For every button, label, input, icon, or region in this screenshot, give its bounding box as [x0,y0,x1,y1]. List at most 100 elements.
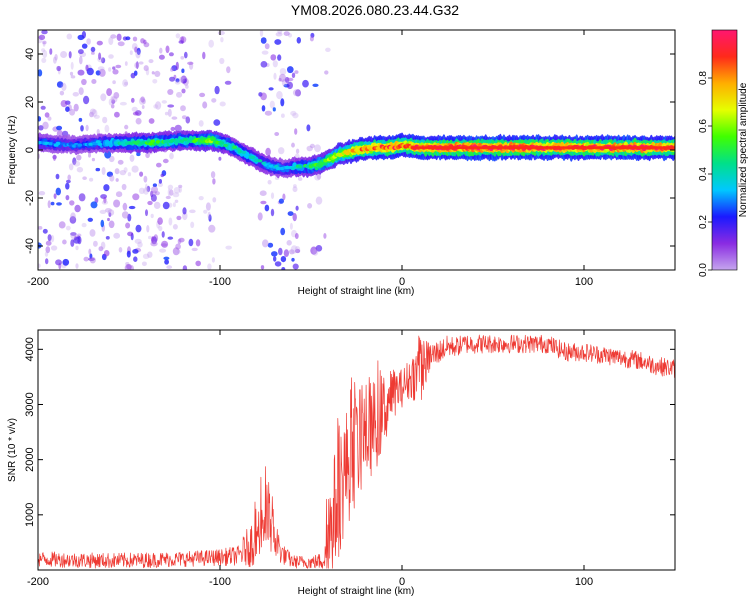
noise-speck [56,125,63,131]
noise-speck [162,158,169,164]
noise-speck [290,245,298,254]
noise-speck [136,47,141,56]
noise-speck [291,72,296,79]
ridge-cell [254,158,259,163]
ridge-cell [97,142,103,146]
noise-speck [82,176,87,180]
noise-speck [100,93,107,102]
y-tick-label: 1000 [24,503,36,527]
ridge-cell [268,164,274,168]
noise-speck [141,105,145,109]
ridge-cell [141,140,147,145]
noise-speck [119,101,127,106]
ridge-cell [173,140,179,144]
noise-speck [158,179,162,184]
noise-speck [109,174,115,182]
noise-speck [295,248,301,254]
ridge-cell [163,139,168,144]
noise-speck [161,240,169,248]
noise-speck [312,83,319,88]
noise-speck [62,258,70,266]
noise-speck [286,81,293,90]
noise-speck [189,209,196,214]
noise-speck [47,234,52,242]
noise-speck [280,227,286,236]
noise-speck [181,68,185,74]
noise-speck [72,92,80,97]
noise-speck [302,79,309,88]
noise-speck [67,174,71,181]
noise-speck [306,145,313,152]
noise-speck [81,78,87,86]
noise-speck [225,245,232,250]
noise-speck [314,174,321,181]
colorbar-label: Normalized spectral amplitude [738,82,749,217]
noise-speck [190,221,195,228]
ridge-cell [323,158,328,163]
noise-speck [135,117,142,125]
noise-speck [169,76,176,82]
noise-speck [100,219,105,228]
noise-speck [199,92,206,98]
noise-speck [267,179,272,185]
noise-speck [47,200,51,209]
ridge-cell [155,140,161,144]
noise-speck [86,67,94,76]
noise-speck [155,101,162,110]
noise-speck [75,245,79,251]
noise-speck [143,42,150,48]
noise-speck [56,65,61,72]
noise-speck [38,34,46,40]
noise-speck [86,38,91,45]
noise-speck [172,192,180,198]
noise-speck [108,212,112,217]
noise-speck [182,207,187,215]
noise-speck [127,213,132,222]
noise-speck [68,163,74,171]
noise-speck [59,90,65,96]
noise-speck [264,110,272,116]
noise-speck [218,156,222,161]
noise-speck [42,121,49,130]
noise-speck [260,37,267,44]
noise-speck [298,177,303,181]
noise-speck [146,185,151,192]
noise-speck [121,183,127,191]
noise-speck [90,46,96,53]
noise-speck [132,111,139,116]
noise-speck [167,236,174,240]
noise-speck [150,213,154,219]
noise-speck [106,171,113,177]
noise-speck [187,61,194,65]
noise-speck [65,225,71,231]
y-tick-label: -40 [24,238,36,254]
noise-speck [208,214,212,222]
noise-speck [169,189,174,196]
noise-speck [202,51,206,60]
noise-speck [151,71,155,75]
noise-speck [151,236,155,243]
noise-speck [119,170,127,176]
noise-speck [262,239,269,248]
colorbar-tick-label: 0.8 [698,71,709,85]
noise-speck [56,81,64,88]
noise-speck [41,30,48,35]
noise-speck [290,110,297,116]
noise-speck [205,202,211,211]
noise-speck [78,117,83,122]
noise-speck [213,119,221,126]
noise-speck [134,62,140,69]
noise-speck [131,165,139,173]
noise-speck [91,79,97,84]
noise-speck [217,30,225,36]
x-tick-label: -200 [27,576,49,588]
noise-speck [115,64,122,69]
snr-frame [37,329,676,571]
noise-speck [101,57,106,64]
noise-speck [219,101,226,107]
noise-speck [178,40,184,44]
noise-speck [112,80,116,85]
noise-speck [110,103,115,109]
noise-speck [154,70,161,77]
noise-speck [89,111,94,118]
